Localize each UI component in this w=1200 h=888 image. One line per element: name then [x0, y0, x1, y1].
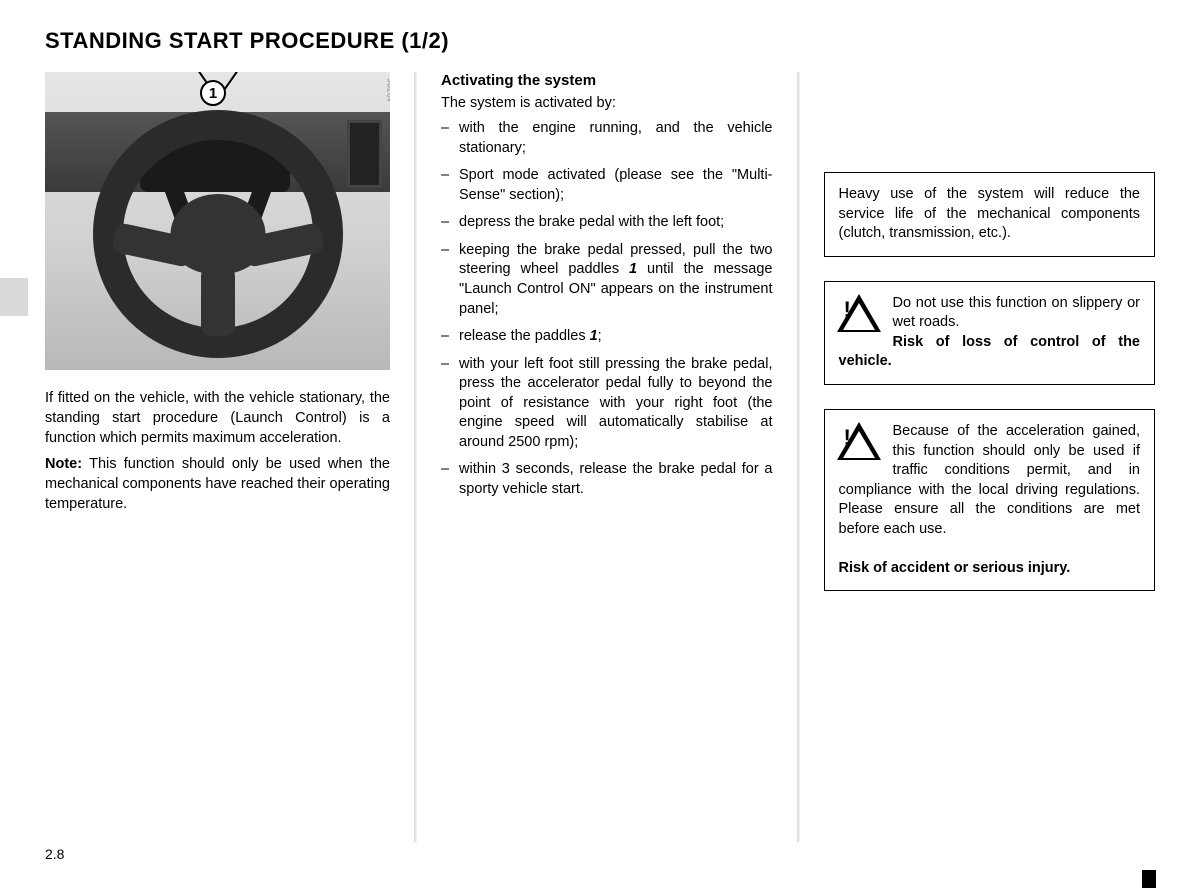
manual-page: STANDING START PROCEDURE (1/2) 40786 [0, 0, 1200, 888]
step-item: within 3 seconds, release the brake peda… [441, 460, 773, 499]
info-box-service-life: Heavy use of the system will reduce the … [824, 172, 1156, 257]
activation-steps-list: with the engine running, and the vehicle… [441, 119, 773, 500]
infotainment-shape [347, 120, 382, 188]
step-item: Sport mode activated (please see the "Mu… [441, 166, 773, 205]
note-paragraph: Note: This function should only be used … [45, 454, 390, 514]
figure-code: 40786 [386, 78, 390, 103]
column-left: 40786 1 If fitted on the vehi [45, 72, 390, 842]
callout-badge: 1 [200, 80, 226, 106]
activating-intro: The system is activated by: [441, 93, 773, 113]
step-item: with the engine running, and the vehicle… [441, 119, 773, 158]
intro-paragraph: If fitted on the vehicle, with the vehic… [45, 388, 390, 448]
warning-risk: Risk of loss of control of the vehicle. [839, 334, 1141, 370]
column-separator-2 [797, 72, 800, 842]
warning-box-traffic: ! Because of the acceleration gained, th… [824, 409, 1156, 592]
warning-icon: ! [837, 294, 885, 336]
page-number: 2.8 [45, 846, 64, 862]
step-item: release the paddles 1; [441, 327, 773, 347]
warning-risk: Risk of accident or serious injury. [839, 560, 1071, 576]
note-label: Note: [45, 456, 82, 472]
column-right: Heavy use of the system will reduce the … [824, 72, 1156, 842]
warning-box-slippery: ! Do not use this function on slippery o… [824, 281, 1156, 385]
step-item: depress the brake pedal with the left fo… [441, 213, 773, 233]
warning-text: Do not use this function on slippery or … [893, 295, 1141, 331]
steering-wheel-shape [93, 110, 343, 358]
step-item: keeping the brake pedal pressed, pull th… [441, 241, 773, 319]
steering-wheel-figure: 40786 1 [45, 72, 390, 370]
crop-mark [1142, 870, 1156, 888]
intro-text: If fitted on the vehicle, with the vehic… [45, 388, 390, 514]
step-item: with your left foot still pressing the b… [441, 355, 773, 453]
column-middle: Activating the system The system is acti… [441, 72, 773, 842]
note-text: This function should only be used when t… [45, 456, 390, 512]
page-title: STANDING START PROCEDURE (1/2) [45, 28, 1155, 54]
warning-icon: ! [837, 422, 885, 464]
column-separator-1 [414, 72, 417, 842]
activating-heading: Activating the system [441, 72, 773, 89]
content-columns: 40786 1 If fitted on the vehi [45, 72, 1155, 842]
